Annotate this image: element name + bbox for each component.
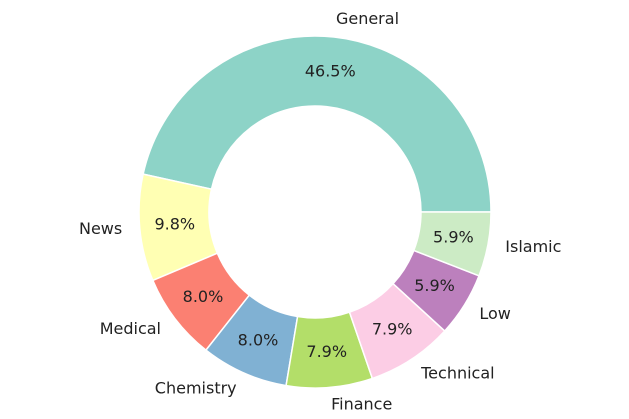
slice-label: Technical xyxy=(420,363,494,382)
value-label: 8.0% xyxy=(238,330,279,349)
slice xyxy=(412,211,492,277)
slice xyxy=(142,35,492,213)
value-label: 5.9% xyxy=(414,276,455,295)
slice-label: Medical xyxy=(100,319,161,338)
value-label: 7.9% xyxy=(372,319,413,338)
value-label: 8.0% xyxy=(183,287,224,306)
slice-label: News xyxy=(79,219,122,238)
value-label: 9.8% xyxy=(154,214,195,233)
slice-label: Islamic xyxy=(505,237,561,256)
slice-label: Low xyxy=(479,304,511,323)
value-label: 46.5% xyxy=(305,62,356,81)
slice-label: General xyxy=(336,9,399,28)
value-label: 5.9% xyxy=(433,227,474,246)
value-label: 7.9% xyxy=(306,342,347,361)
slice-label: Chemistry xyxy=(155,379,237,398)
slice-label: Finance xyxy=(331,394,392,413)
